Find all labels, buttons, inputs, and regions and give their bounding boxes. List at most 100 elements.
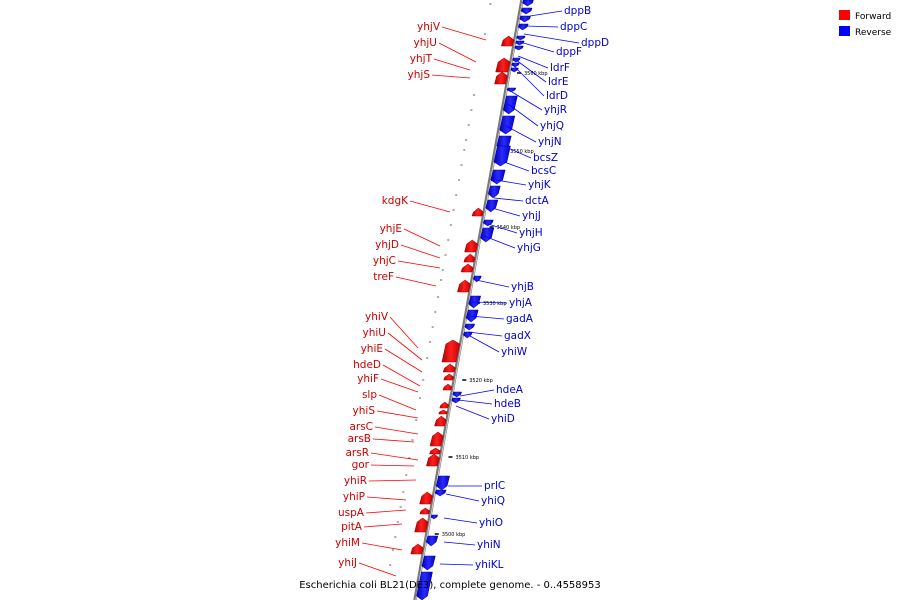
reverse-gene-leader: [469, 335, 500, 353]
forward-gene-label: hdeD: [353, 359, 381, 371]
forward-gene-label: yhjC: [373, 255, 396, 267]
forward-gene-label: yhjS: [408, 69, 431, 81]
reverse-gene-leader: [493, 197, 524, 202]
forward-gene-label: yhjE: [380, 223, 402, 235]
forward-gene-feature: [439, 401, 450, 409]
reverse-gene-feature: [464, 323, 476, 331]
reverse-gene-label: hdeB: [494, 398, 521, 410]
forward-gene-label: arsR: [345, 447, 369, 459]
reverse-gene-label: gadX: [504, 330, 531, 342]
reverse-gene-label: dppD: [581, 37, 609, 49]
forward-gene-leader: [431, 74, 471, 79]
forward-gene-leader: [368, 479, 417, 482]
reverse-gene-leader: [467, 331, 503, 337]
forward-gene-leader: [441, 26, 487, 41]
reverse-gene-feature: [490, 169, 506, 185]
reverse-gene-label: dppB: [564, 5, 591, 17]
reverse-gene-label: yhjH: [519, 227, 543, 239]
forward-gene-leader: [376, 410, 419, 419]
forward-gene-feature: [414, 517, 429, 533]
reverse-gene-leader: [455, 405, 490, 420]
forward-gene-leader: [378, 394, 417, 411]
reverse-gene-feature: [416, 571, 433, 600]
forward-gene-label: yhiJ: [338, 557, 357, 569]
reverse-gene-leader: [507, 103, 539, 127]
kbp-tick-label: 3510 kbp: [456, 455, 480, 461]
forward-gene-label: pitA: [341, 521, 363, 533]
reverse-gene-feature: [499, 115, 516, 135]
forward-gene-feature: [438, 409, 448, 415]
reverse-gene-feature: [462, 331, 473, 339]
forward-gene-feature: [434, 415, 447, 427]
reverse-gene-label: yhjA: [509, 297, 533, 309]
reverse-gene-label: yhiO: [479, 517, 503, 529]
forward-gene-feature: [471, 207, 484, 217]
reverse-gene-feature: [514, 45, 524, 51]
forward-gene-label: yhiR: [344, 475, 367, 487]
forward-gene-feature: [442, 363, 456, 373]
forward-gene-feature: [443, 373, 455, 381]
forward-gene-label: yhjT: [410, 53, 433, 65]
forward-gene-feature: [419, 491, 434, 505]
reverse-gene-feature: [421, 555, 436, 571]
reverse-gene-leader: [439, 563, 474, 566]
legend-forward-label: Forward: [855, 12, 891, 22]
reverse-gene-leader: [511, 91, 543, 111]
kbp-tick-label: 3500 kbp: [442, 532, 466, 538]
reverse-gene-leader: [443, 517, 478, 524]
forward-gene-leader: [438, 42, 477, 63]
reverse-gene-label: yhiD: [491, 413, 515, 425]
reverse-gene-label: yhjJ: [522, 210, 541, 222]
reverse-gene-leader: [443, 541, 476, 546]
reverse-gene-label: prlC: [484, 480, 505, 492]
forward-gene-leader: [380, 378, 419, 393]
reverse-gene-label: yhjG: [517, 242, 541, 254]
reverse-gene-label: ldrE: [548, 76, 569, 88]
forward-gene-leader: [387, 332, 423, 361]
forward-gene-label: yhiU: [363, 327, 386, 339]
forward-gene-leader: [370, 452, 419, 461]
forward-gene-label: kdgK: [382, 195, 409, 207]
forward-gene-label: yhiS: [353, 405, 376, 417]
reverse-gene-label: dppC: [560, 21, 587, 33]
reverse-gene-leader: [507, 147, 532, 159]
reverse-gene-feature: [515, 40, 525, 46]
reverse-gene-label: ldrD: [546, 90, 568, 102]
forward-gene-label: yhiF: [357, 373, 379, 385]
forward-gene-feature: [442, 383, 453, 391]
forward-gene-leader: [409, 200, 451, 213]
reverse-gene-leader: [513, 65, 545, 97]
reverse-gene-leader: [471, 301, 508, 304]
reverse-gene-leader: [519, 41, 555, 53]
reverse-gene-leader: [495, 179, 527, 186]
reverse-gene-feature: [430, 514, 439, 520]
forward-gene-feature: [463, 253, 476, 263]
reverse-gene-feature: [485, 199, 499, 213]
forward-gene-leader: [374, 426, 419, 435]
forward-gene-label: yhjU: [414, 37, 437, 49]
reverse-gene-feature: [506, 87, 517, 93]
forward-gene-leader: [370, 464, 415, 467]
reverse-gene-label: yhiW: [501, 346, 528, 358]
genome-caption: Escherichia coli BL21(DE3), complete gen…: [299, 580, 601, 591]
reverse-gene-label: yhiQ: [481, 495, 505, 507]
forward-gene-label: uspA: [338, 507, 365, 519]
reverse-gene-label: yhjK: [528, 179, 552, 191]
reverse-gene-leader: [483, 235, 516, 249]
forward-gene-feature: [429, 431, 444, 447]
reverse-gene-label: yhiKL: [475, 559, 504, 571]
reverse-gene-leader: [491, 207, 521, 217]
forward-gene-feature: [495, 57, 511, 73]
reverse-gene-feature: [434, 489, 447, 497]
chromosome-backbone: [413, 0, 524, 600]
forward-gene-feature: [429, 447, 441, 455]
legend-reverse-swatch: [839, 26, 850, 36]
reverse-gene-feature: [520, 7, 533, 15]
reverse-gene-feature: [516, 35, 526, 41]
forward-gene-leader: [384, 348, 423, 373]
forward-gene-feature: [457, 279, 471, 293]
forward-gene-leader: [361, 542, 403, 551]
reverse-gene-label: bcsZ: [533, 152, 558, 164]
reverse-gene-feature: [425, 535, 439, 547]
forward-gene-feature: [441, 339, 461, 363]
